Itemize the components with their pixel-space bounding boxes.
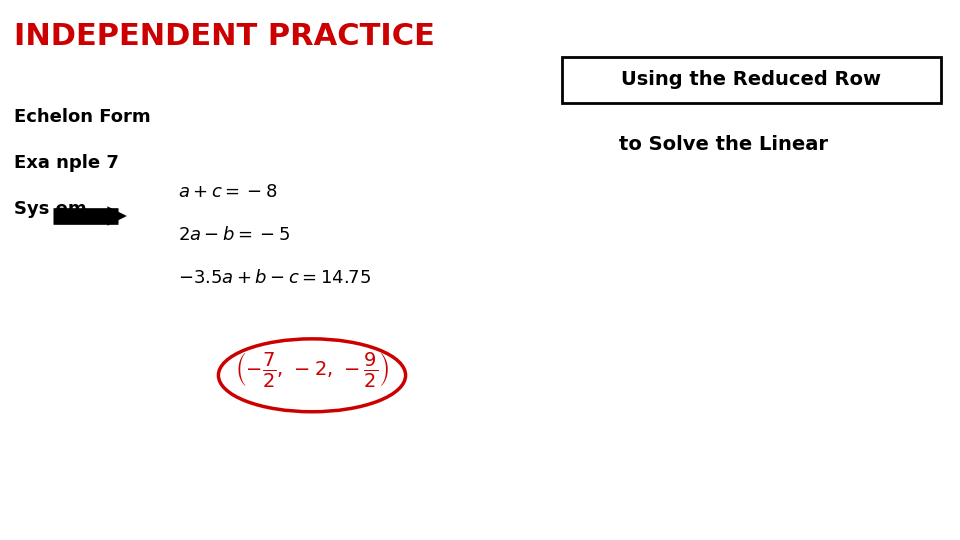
Text: $2a - b = -5$: $2a - b = -5$ (178, 226, 290, 244)
Text: $-3.5a + b - c = 14.75$: $-3.5a + b - c = 14.75$ (178, 269, 371, 287)
Text: to Solve the Linear: to Solve the Linear (619, 135, 828, 154)
Bar (562, 57, 941, 103)
Text: INDEPENDENT PRACTICE: INDEPENDENT PRACTICE (14, 22, 435, 51)
Text: Echelon Form: Echelon Form (14, 108, 151, 126)
Text: Sys em: Sys em (14, 200, 87, 218)
Text: $\left(-\dfrac{7}{2},\,-2,\,-\dfrac{9}{2}\right)$: $\left(-\dfrac{7}{2},\,-2,\,-\dfrac{9}{2… (235, 350, 389, 389)
Text: Using the Reduced Row: Using the Reduced Row (621, 70, 881, 89)
Text: $a + c = -8$: $a + c = -8$ (178, 183, 277, 201)
Text: Exa nple 7: Exa nple 7 (14, 154, 119, 172)
